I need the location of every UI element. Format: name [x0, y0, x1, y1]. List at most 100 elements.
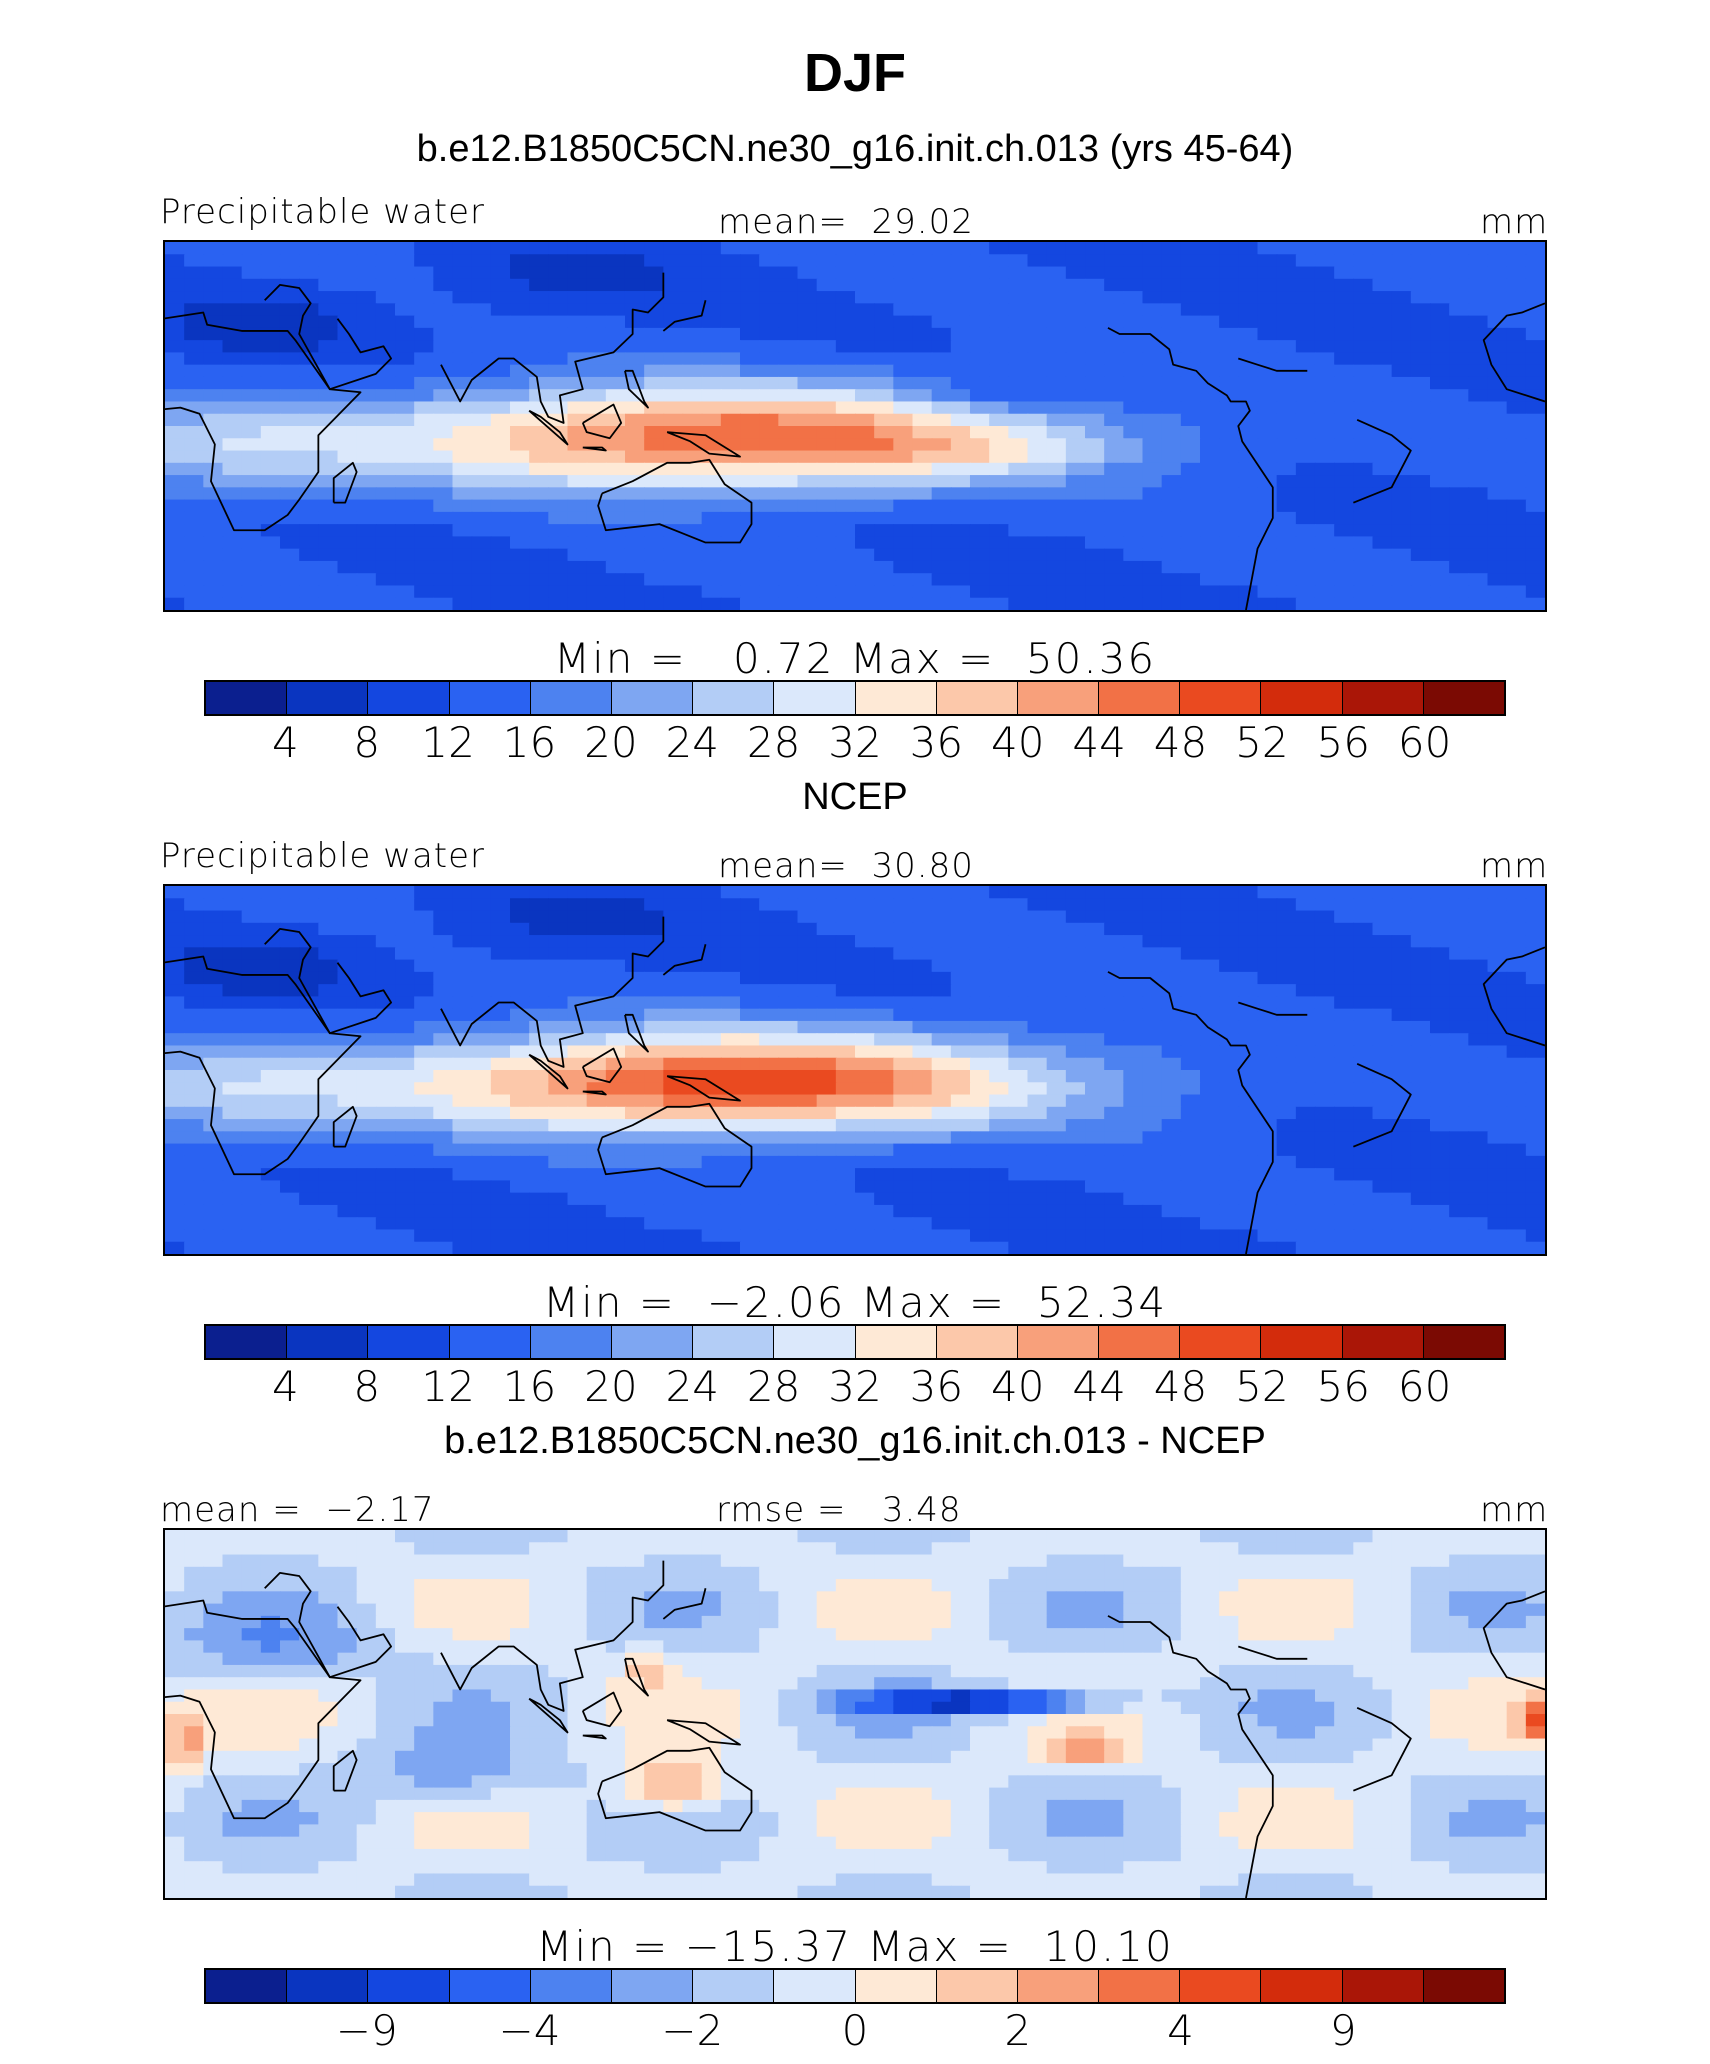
- contour-cell: [510, 1603, 530, 1617]
- contour-cell: [471, 278, 492, 292]
- contour-cell: [260, 499, 281, 513]
- contour-cell: [797, 996, 818, 1010]
- contour-cell: [893, 1168, 914, 1182]
- contour-cell: [778, 1217, 799, 1231]
- contour-cell: [1506, 1229, 1527, 1243]
- contour-cell: [1161, 303, 1182, 317]
- contour-cell: [471, 303, 492, 317]
- contour-cell: [778, 1143, 799, 1157]
- contour-cell: [874, 242, 895, 256]
- contour-cell: [1372, 984, 1393, 998]
- contour-cell: [912, 1554, 933, 1568]
- contour-cell: [1219, 499, 1240, 513]
- contour-cell: [395, 291, 415, 305]
- contour-cell: [797, 1554, 818, 1568]
- contour-cell: [605, 376, 626, 390]
- contour-cell: [241, 922, 262, 936]
- contour-cell: [701, 1143, 722, 1157]
- contour-cell: [663, 1155, 684, 1169]
- contour-cell: [165, 898, 185, 912]
- contour-cell: [260, 376, 281, 390]
- contour-cell: [969, 1241, 990, 1254]
- panel-3-units-label: mm: [1480, 1490, 1549, 1530]
- contour-cell: [452, 1591, 473, 1605]
- contour-cell: [1334, 1143, 1355, 1157]
- colorbar-tick-label: 44: [1072, 718, 1126, 767]
- contour-cell: [1430, 413, 1450, 427]
- contour-cell: [663, 971, 684, 985]
- contour-cell: [1161, 1241, 1182, 1254]
- contour-cell: [663, 1131, 684, 1145]
- contour-cell: [835, 1057, 856, 1071]
- contour-cell: [682, 1204, 703, 1218]
- contour-cell: [1142, 1591, 1163, 1605]
- contour-cell: [1430, 573, 1450, 587]
- contour-cell: [1449, 364, 1470, 378]
- contour-cell: [1334, 971, 1355, 985]
- contour-cell: [586, 1579, 607, 1593]
- contour-cell: [1430, 327, 1450, 341]
- panel-2-colorbar-ticks: 4 8 12 16 20 24 28 32 36 40 44 48 52 56 60: [204, 1362, 1506, 1412]
- contour-cell: [241, 1057, 262, 1071]
- contour-cell: [759, 487, 780, 501]
- contour-cell: [318, 364, 339, 378]
- contour-cell: [567, 1070, 588, 1084]
- contour-cell: [222, 1008, 243, 1022]
- contour-cell: [605, 438, 626, 452]
- contour-cell: [912, 1033, 933, 1047]
- contour-cell: [797, 364, 818, 378]
- contour-cell: [605, 1008, 626, 1022]
- contour-cell: [1238, 984, 1259, 998]
- contour-cell: [1449, 242, 1470, 256]
- contour-cell: [1506, 1143, 1527, 1157]
- contour-cell: [1487, 1579, 1508, 1593]
- contour-cell: [797, 1045, 818, 1059]
- contour-cell: [682, 1192, 703, 1206]
- contour-cell: [1142, 1094, 1163, 1108]
- contour-cell: [816, 1106, 837, 1120]
- contour-cell: [1276, 1131, 1297, 1145]
- contour-cell: [414, 898, 435, 912]
- contour-cell: [874, 1143, 895, 1157]
- contour-cell: [912, 1020, 933, 1034]
- contour-cell: [260, 254, 281, 268]
- contour-cell: [414, 413, 435, 427]
- contour-cell: [1123, 898, 1144, 912]
- contour-cell: [1008, 1070, 1029, 1084]
- contour-cell: [452, 1241, 473, 1254]
- contour-cell: [835, 1229, 856, 1243]
- contour-cell: [931, 401, 952, 415]
- contour-cell: [1487, 426, 1508, 440]
- contour-cell: [337, 984, 358, 998]
- contour-cell: [452, 327, 473, 341]
- contour-cell: [395, 475, 415, 489]
- contour-cell: [356, 242, 377, 256]
- contour-cell: [260, 266, 281, 280]
- contour-cell: [624, 573, 645, 587]
- contour-cell: [318, 340, 339, 354]
- contour-cell: [279, 1094, 300, 1108]
- contour-cell: [1008, 1566, 1029, 1580]
- contour-cell: [835, 242, 856, 256]
- contour-cell: [1410, 450, 1431, 464]
- contour-cell: [241, 1020, 262, 1034]
- contour-cell: [1276, 536, 1297, 550]
- contour-cell: [471, 597, 492, 610]
- contour-cell: [490, 1530, 511, 1544]
- contour-cell: [893, 401, 914, 415]
- contour-cell: [1085, 401, 1105, 415]
- contour-cell: [1008, 573, 1029, 587]
- contour-cell: [912, 585, 933, 599]
- contour-cell: [1180, 426, 1201, 440]
- contour-cell: [318, 898, 339, 912]
- contour-cell: [1085, 548, 1105, 562]
- contour-cell: [318, 536, 339, 550]
- contour-cell: [1065, 1204, 1086, 1218]
- contour-cell: [1200, 910, 1220, 924]
- contour-cell: [586, 487, 607, 501]
- contour-cell: [1391, 1530, 1412, 1544]
- contour-cell: [1430, 364, 1450, 378]
- contour-cell: [318, 1082, 339, 1096]
- contour-cell: [337, 389, 358, 403]
- contour-cell: [1372, 438, 1393, 452]
